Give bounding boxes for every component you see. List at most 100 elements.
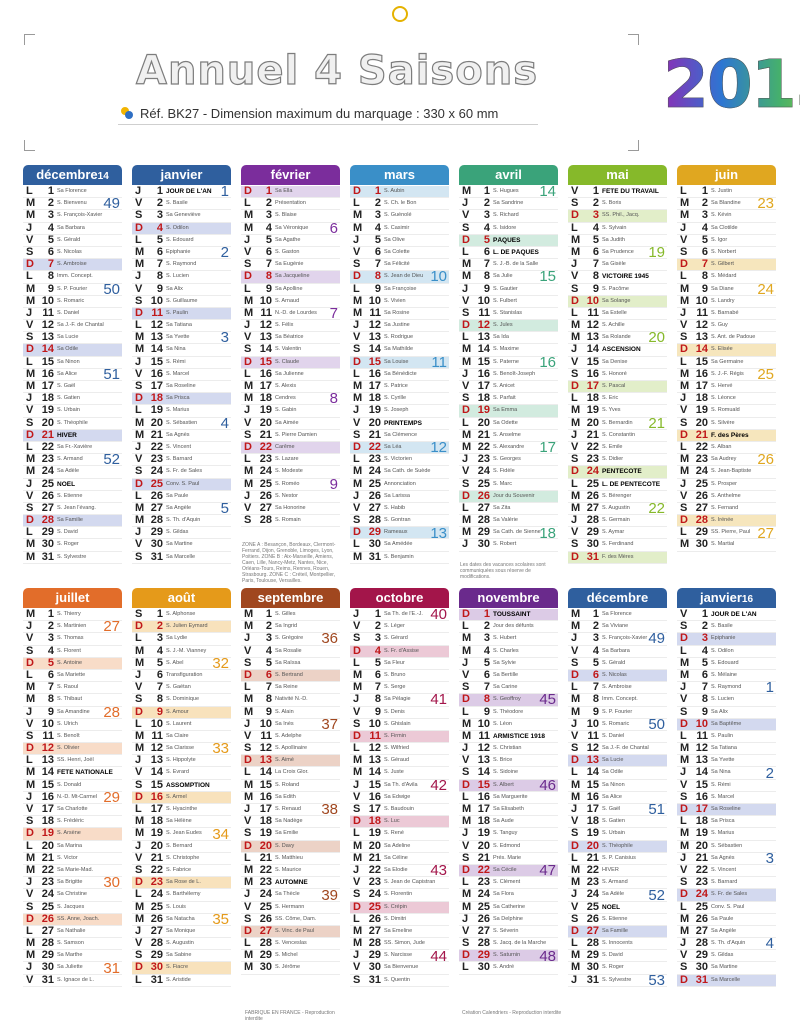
saint-name: S. Fidèle: [493, 468, 515, 475]
saint-name: Sa Lydie: [166, 635, 188, 642]
saint-name: S. Geoffroy: [493, 696, 521, 703]
day-row: M 25 Annonciation: [350, 478, 449, 491]
weekday-letter: M: [353, 465, 363, 478]
day-row: J 29 S. Gildas: [132, 526, 231, 540]
month-12: novembre D 1 TOUSSAINT L 2 Jour des défunts M 3 S…: [459, 588, 558, 975]
day-row: M 22 HIVER: [568, 863, 667, 878]
weekday-letter: M: [26, 766, 36, 779]
saint-name: Sa Germaine: [711, 358, 744, 365]
day-row: J 24 Sa Adèle: [568, 888, 667, 902]
day-number: 30: [477, 961, 490, 974]
saint-name: NOËL: [602, 903, 621, 911]
saint-name: S. René: [384, 830, 404, 837]
weekday-letter: L: [462, 790, 469, 803]
day-number: 6: [701, 245, 708, 258]
day-number: 22: [41, 863, 54, 876]
day-row: D 26 Jour du Souvenir: [459, 489, 558, 503]
day-row: L 26 Sa Paule: [132, 490, 231, 503]
week-number: 25: [757, 366, 774, 383]
day-number: 25: [259, 477, 272, 490]
day-row: J 3 S. François-Xavier: [568, 632, 667, 646]
day-row: V 12 Sa J.-F. de Chantal: [23, 319, 122, 333]
weekday-letter: J: [571, 343, 578, 356]
saint-name: F. des Mères: [602, 553, 634, 560]
day-row: J 8 Sa Pélagie: [350, 693, 449, 707]
weekday-letter: S: [244, 258, 252, 271]
day-number: 8: [374, 693, 381, 706]
month-header: décembre: [568, 588, 667, 608]
saint-name: Annonciation: [384, 480, 416, 487]
day-row: D 20 S. Davy: [241, 840, 340, 853]
saint-name: Sa Rolande: [602, 334, 631, 341]
saint-name: S. Jules: [493, 322, 513, 329]
saint-name: S. Ant. de Padoue: [711, 334, 756, 341]
day-number: 18: [259, 815, 272, 828]
saint-name: S. Jean Eudes: [166, 830, 202, 837]
day-row: D 28 Sa Familie: [23, 514, 122, 528]
day-row: M 10 S. Vivien: [350, 295, 449, 308]
weekday-letter: J: [462, 197, 469, 210]
saint-name: S. Brice: [493, 757, 513, 764]
weekday-letter: V: [571, 440, 579, 453]
weekday-letter: J: [244, 489, 251, 502]
day-row: J 16 S. Benoît-Joseph: [459, 367, 558, 381]
saint-name: Sa Justine: [384, 322, 410, 329]
day-number: 16: [586, 790, 599, 803]
weekday-letter: V: [26, 632, 34, 645]
saint-name: Sa Véronique: [275, 224, 309, 231]
day-row: J 5 Sa Olive: [350, 234, 449, 247]
saint-name: Sa Clotilde: [711, 224, 738, 231]
saint-name: Sa Solange: [602, 297, 631, 304]
day-number: 25: [586, 477, 599, 490]
weekday-letter: J: [26, 790, 33, 803]
weekday-letter: V: [26, 803, 34, 815]
saint-name: Sa Emma: [493, 407, 518, 414]
week-number: 48: [539, 947, 556, 965]
saint-name: S. Honoré: [602, 370, 627, 377]
saint-name: Sa Flora: [493, 891, 514, 898]
day-row: M 29 S. Michel: [241, 949, 340, 963]
weekday-letter: L: [26, 839, 33, 852]
weekday-letter: V: [26, 489, 34, 502]
day-row: M 24 Sa Flora: [459, 888, 558, 902]
saint-name: S. Géraud: [384, 757, 410, 764]
day-number: 30: [41, 961, 54, 974]
day-row: S 21 Prés. Marie: [459, 852, 558, 865]
saint-name: L. DE PENTECÔTE: [602, 480, 661, 488]
saint-name: S. Basile: [166, 200, 188, 207]
saint-name: Sa Odile: [602, 769, 624, 776]
day-row: L 30 S. André: [459, 961, 558, 975]
weekday-letter: J: [462, 367, 469, 380]
day-row: V 3 S. Richard: [459, 209, 558, 223]
week-number: 49: [103, 195, 120, 213]
day-row: J 5 Sa Agathe: [241, 234, 340, 247]
weekday-letter: M: [244, 790, 254, 803]
day-number: 13: [41, 331, 54, 344]
day-number: 11: [696, 729, 708, 742]
day-row: L 15 Sa Germaine: [677, 356, 776, 369]
day-number: 9: [47, 705, 54, 718]
day-number: 2: [374, 620, 381, 633]
day-number: 18: [259, 392, 272, 405]
day-number: 1: [156, 185, 163, 197]
month-year-tag: 16: [741, 594, 754, 605]
day-row: V 12 S. Guy: [677, 319, 776, 333]
weekday-letter: J: [462, 453, 469, 466]
saint-name: Conv. S. Paul: [166, 480, 200, 487]
saint-name: S. Martial: [711, 541, 735, 548]
weekday-letter: S: [135, 380, 143, 392]
day-row: S 25 S. Jacques: [23, 901, 122, 914]
day-number: 26: [477, 489, 490, 502]
day-number: 18: [368, 392, 381, 405]
day-number: 2: [156, 197, 163, 210]
saint-name: Sa Monique: [166, 927, 196, 934]
weekday-letter: S: [353, 973, 361, 986]
day-number: 19: [150, 404, 163, 417]
week-number: 17: [539, 439, 556, 457]
weekday-letter: M: [571, 863, 581, 876]
saint-name: Sa Adeline: [384, 842, 411, 849]
day-number: 15: [586, 355, 599, 368]
day-number: 8: [374, 270, 381, 283]
crop-mark: [628, 140, 639, 151]
saint-name: Sa Rosalie: [275, 647, 302, 654]
